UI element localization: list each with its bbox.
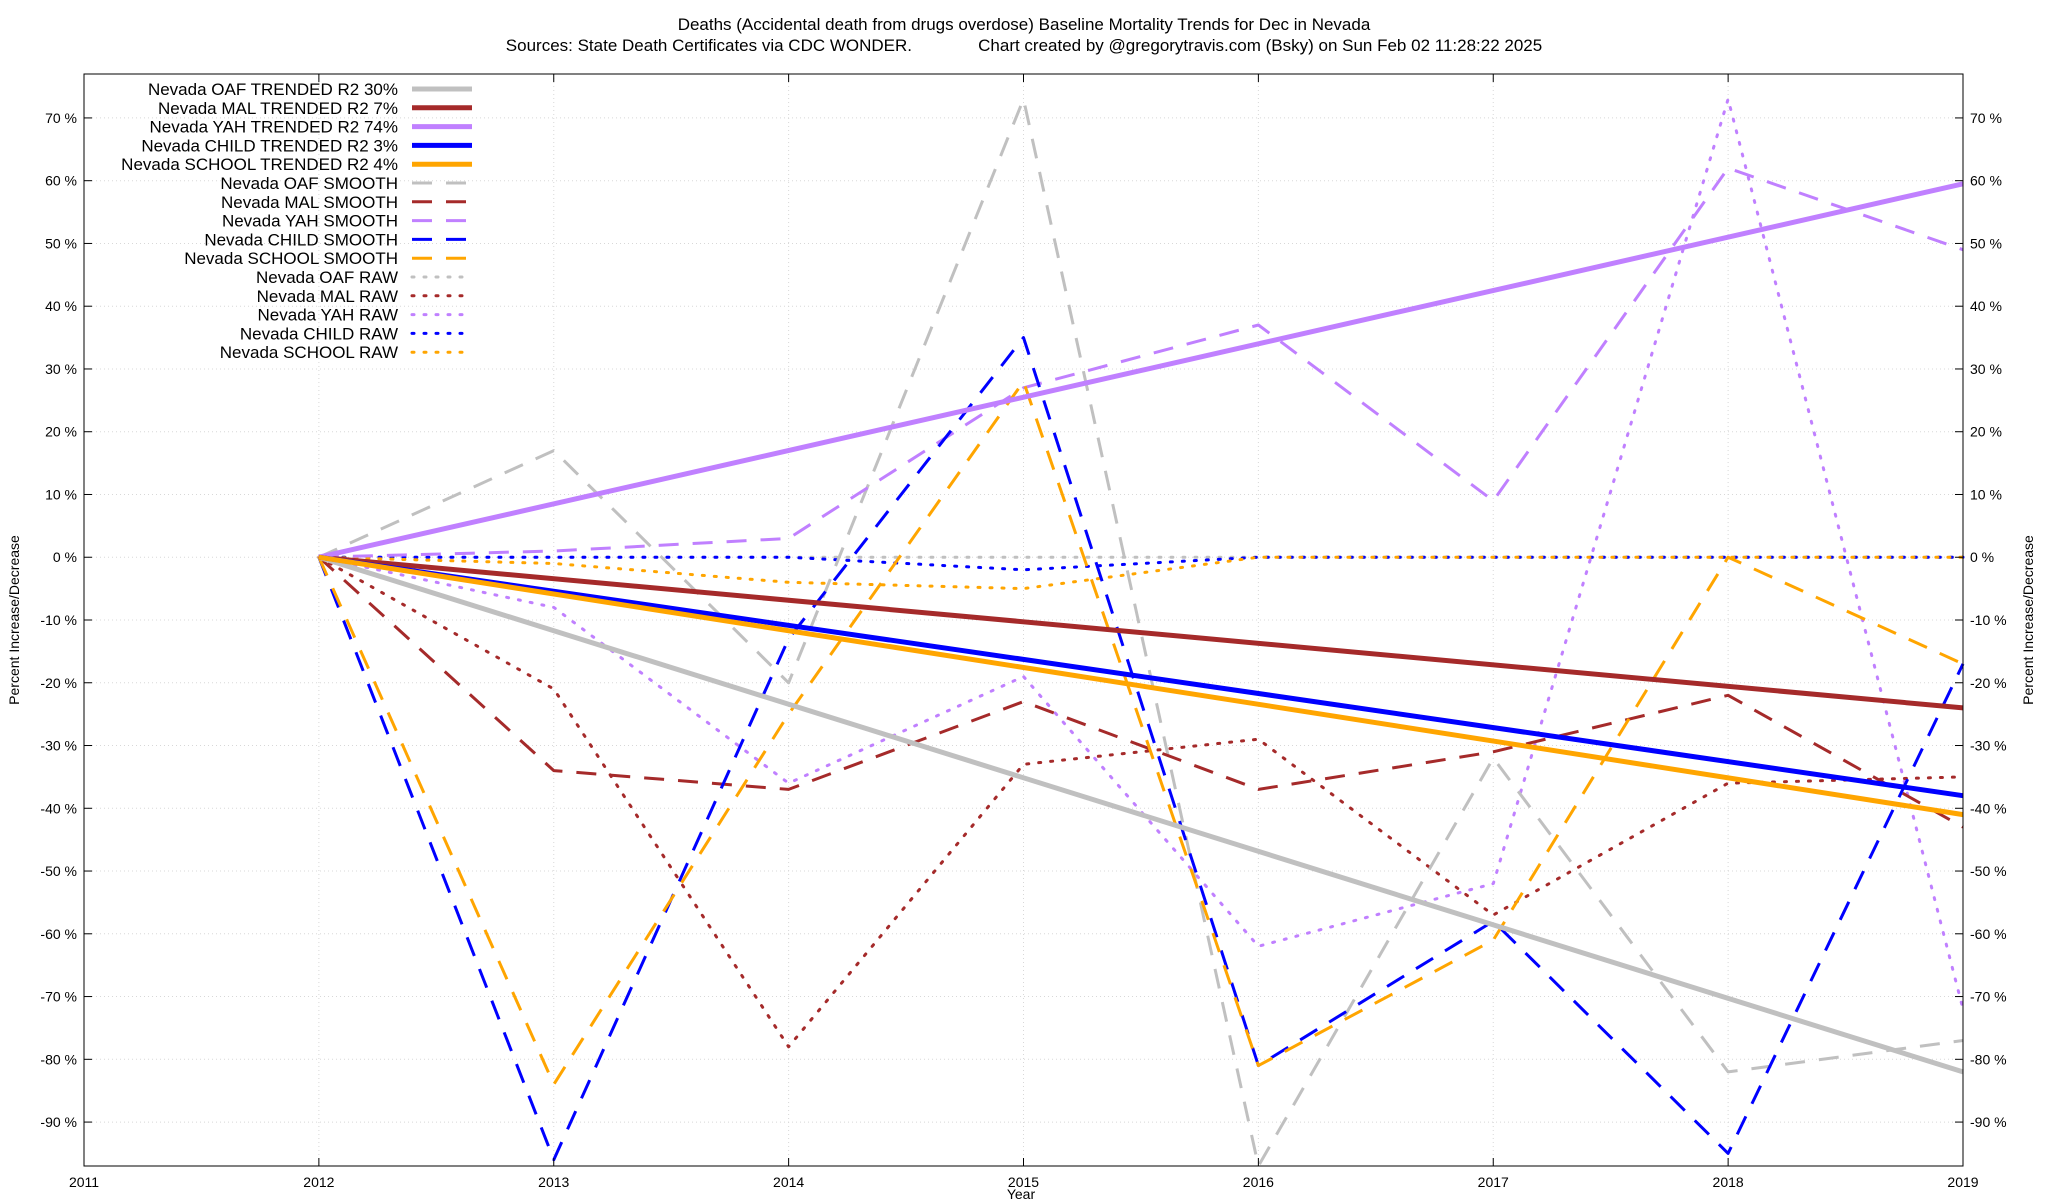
y-tick-label-right: 20 %	[1970, 424, 2002, 440]
y-tick-label-right: 0 %	[1970, 549, 1994, 565]
series-line-nevada-school-trended	[318, 554, 1964, 818]
y-tick-label-left: -20 %	[40, 675, 77, 691]
series-line-nevada-child-smooth	[317, 336, 1965, 1162]
y-tick-label-right: -60 %	[1970, 926, 2007, 942]
series-line-nevada-mal-trended	[318, 554, 1964, 711]
legend-label: Nevada YAH TRENDED R2 74%	[150, 118, 399, 137]
y-axis-label-left: Percent Increase/Decrease	[6, 535, 22, 705]
legend-label: Nevada OAF TRENDED R2 30%	[148, 80, 398, 99]
series-line-nevada-yah-trended	[318, 181, 1964, 560]
y-tick-label-right: -90 %	[1970, 1114, 2007, 1130]
x-tick-label: 2011	[69, 1174, 99, 1190]
series-line-nevada-child-raw	[317, 555, 1965, 572]
y-tick-label-left: -80 %	[40, 1051, 77, 1067]
y-tick-label-left: -90 %	[40, 1114, 77, 1130]
y-tick-label-left: 60 %	[45, 173, 77, 189]
x-axis-label: Year	[1007, 1186, 1036, 1200]
y-tick-label-right: -20 %	[1970, 675, 2007, 691]
legend-label: Nevada CHILD SMOOTH	[204, 230, 398, 249]
legend-label: Nevada CHILD TRENDED R2 3%	[141, 136, 398, 155]
y-tick-label-right: -80 %	[1970, 1051, 2007, 1067]
y-tick-label-right: -40 %	[1970, 800, 2007, 816]
legend-label: Nevada MAL RAW	[257, 287, 398, 306]
y-tick-label-left: -40 %	[40, 800, 77, 816]
legend-label: Nevada OAF SMOOTH	[220, 174, 398, 193]
legend-label: Nevada YAH SMOOTH	[222, 212, 398, 231]
y-tick-label-left: -30 %	[40, 738, 77, 754]
y-tick-label-left: 10 %	[45, 486, 77, 502]
x-tick-label: 2017	[1478, 1174, 1509, 1190]
series-line-nevada-oaf-trended	[318, 554, 1964, 1075]
legend-label: Nevada SCHOOL TRENDED R2 4%	[121, 155, 398, 174]
y-tick-label-right: 60 %	[1970, 173, 2002, 189]
y-tick-label-left: -70 %	[40, 989, 77, 1005]
series-line-nevada-school-smooth	[317, 380, 1964, 1086]
y-tick-label-left: 30 %	[45, 361, 77, 377]
y-tick-label-left: 50 %	[45, 235, 77, 251]
x-tick-label: 2013	[538, 1174, 569, 1190]
y-tick-label-right: 50 %	[1970, 235, 2002, 251]
x-tick-label: 2015	[1008, 1174, 1039, 1190]
y-tick-label-left: 20 %	[45, 424, 77, 440]
legend-label: Nevada OAF RAW	[256, 268, 398, 287]
legend-label: Nevada SCHOOL RAW	[220, 343, 398, 362]
series-line-nevada-school-raw	[317, 555, 1965, 591]
y-tick-label-left: 0 %	[53, 549, 77, 565]
chart-title: Deaths (Accidental death from drugs over…	[678, 15, 1371, 34]
series-line-nevada-yah-raw	[317, 97, 1965, 1011]
y-tick-label-right: 70 %	[1970, 110, 2002, 126]
y-tick-label-right: -30 %	[1970, 738, 2007, 754]
y-tick-label-right: 40 %	[1970, 298, 2002, 314]
y-tick-label-right: -10 %	[1970, 612, 2007, 628]
y-tick-label-right: 10 %	[1970, 486, 2002, 502]
y-tick-label-left: -10 %	[40, 612, 77, 628]
y-tick-label-right: 30 %	[1970, 361, 2002, 377]
legend-label: Nevada MAL SMOOTH	[221, 193, 398, 212]
axes: 70 % 70 % 60 % 60 % 50 % 50 % 40 % 40 % 30 % 30 %…	[40, 74, 2007, 1190]
x-tick-label: 2016	[1243, 1174, 1274, 1190]
chart-subtitle: Sources: State Death Certificates via CD…	[506, 36, 1542, 55]
y-axis-label-right: Percent Increase/Decrease	[2020, 535, 2036, 705]
y-tick-label-left: 40 %	[45, 298, 77, 314]
x-tick-label: 2019	[1947, 1174, 1978, 1190]
legend-label: Nevada CHILD RAW	[240, 324, 398, 343]
series-lines	[317, 97, 1965, 1168]
y-tick-label-right: -70 %	[1970, 989, 2007, 1005]
y-tick-label-left: 70 %	[45, 110, 77, 126]
series-line-nevada-child-trended	[318, 554, 1964, 799]
series-line-nevada-yah-smooth	[318, 166, 1964, 559]
legend-label: Nevada SCHOOL SMOOTH	[184, 249, 398, 268]
legend-label: Nevada MAL TRENDED R2 7%	[158, 99, 398, 118]
x-tick-label: 2012	[303, 1174, 334, 1190]
legend: Nevada OAF TRENDED R2 30%Nevada MAL TREN…	[121, 80, 474, 362]
series-line-nevada-mal-smooth	[317, 556, 1964, 829]
y-tick-label-left: -50 %	[40, 863, 77, 879]
y-tick-label-left: -60 %	[40, 926, 77, 942]
series-line-nevada-oaf-smooth	[318, 97, 1964, 1168]
y-tick-label-right: -50 %	[1970, 863, 2007, 879]
x-tick-label: 2018	[1713, 1174, 1744, 1190]
x-tick-label: 2014	[773, 1174, 804, 1190]
legend-label: Nevada YAH RAW	[258, 306, 398, 325]
